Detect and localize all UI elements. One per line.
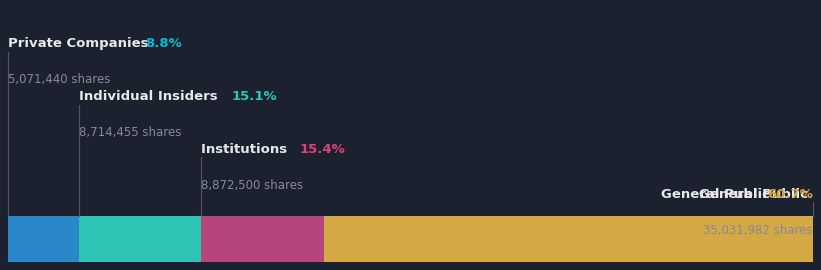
Bar: [79, 216, 200, 262]
Text: Institutions: Institutions: [200, 143, 291, 156]
Text: 35,031,982 shares: 35,031,982 shares: [703, 224, 813, 237]
Text: 60.7%: 60.7%: [767, 188, 813, 201]
Bar: [8, 216, 79, 262]
Text: Private Companies: Private Companies: [8, 37, 154, 50]
Text: 8,714,455 shares: 8,714,455 shares: [79, 126, 181, 139]
Text: 15.4%: 15.4%: [300, 143, 346, 156]
Text: 8,872,500 shares: 8,872,500 shares: [200, 179, 303, 192]
Text: Individual Insiders: Individual Insiders: [79, 90, 222, 103]
Bar: [324, 216, 813, 262]
Bar: [200, 216, 324, 262]
Text: 8.8%: 8.8%: [145, 37, 182, 50]
Text: General Public: General Public: [661, 188, 774, 201]
Text: General Public: General Public: [699, 188, 813, 201]
Text: 15.1%: 15.1%: [232, 90, 277, 103]
Text: 5,071,440 shares: 5,071,440 shares: [8, 73, 111, 86]
